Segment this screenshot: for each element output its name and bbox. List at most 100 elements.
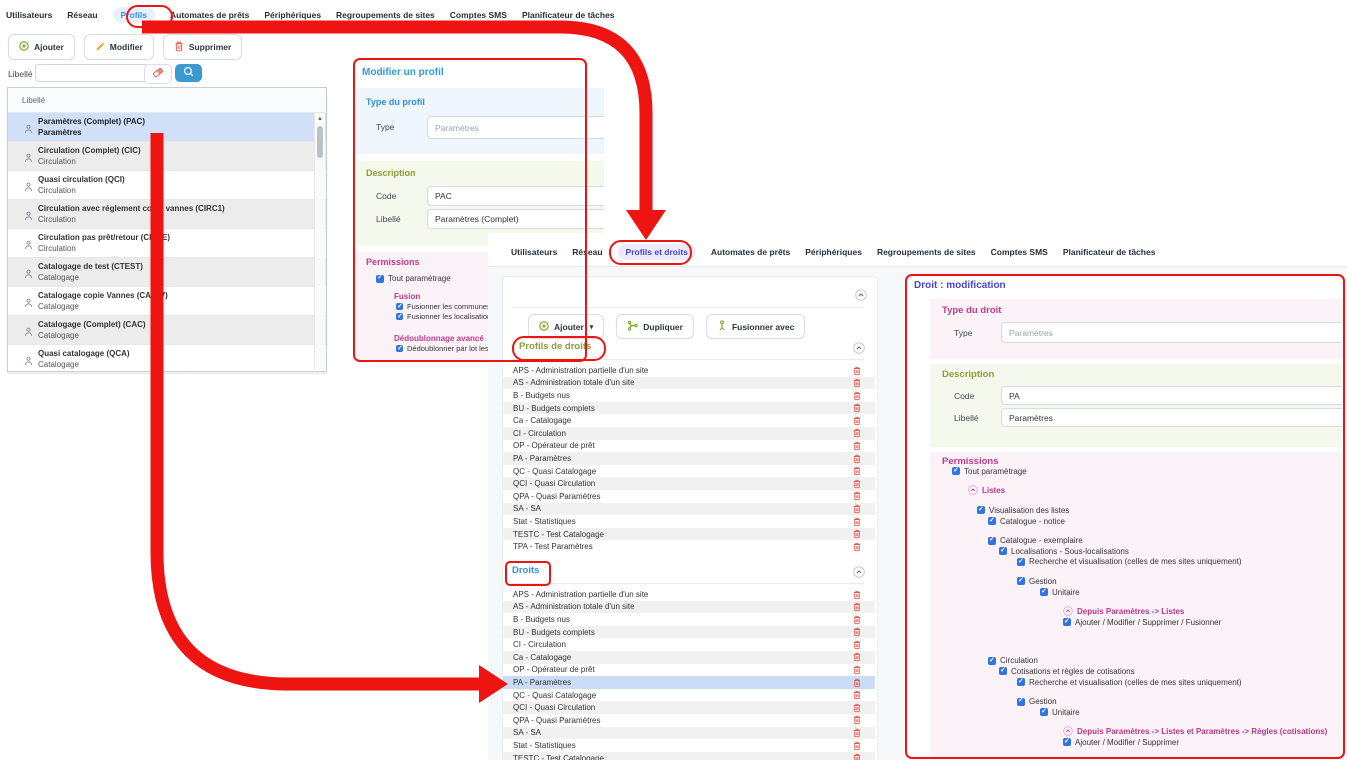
libelle-search-input[interactable] (35, 64, 149, 82)
code-input[interactable]: PA (1001, 386, 1342, 405)
checkbox-icon[interactable] (376, 273, 384, 283)
tab-comptes-sms[interactable]: Comptes SMS (449, 10, 507, 20)
scroll-up-icon[interactable]: ▲ (317, 115, 323, 122)
permission-checkbox-row[interactable]: Catalogue - notice (988, 516, 1342, 527)
droit-list-item[interactable]: Stat - Statistiques (503, 739, 875, 752)
permission-checkbox-row[interactable]: Localisations - Sous-localisations (999, 546, 1342, 557)
tab-peripheriques[interactable]: Périphériques (264, 10, 322, 20)
supprimer-button[interactable]: Supprimer (162, 34, 243, 60)
droit-list-item[interactable]: QC - Quasi Catalogage (503, 465, 875, 478)
tab-profils[interactable]: Profils (112, 7, 155, 23)
droit-list-item[interactable]: QPA - Quasi Paramètres (503, 714, 875, 727)
trash-icon[interactable] (853, 753, 861, 760)
permission-checkbox-row[interactable]: Catalogue - exemplaire (988, 535, 1342, 546)
droit-list-item[interactable]: QCI - Quasi Circulation (503, 477, 875, 490)
trash-icon[interactable] (853, 491, 861, 503)
dupliquer-button[interactable]: Dupliquer (616, 314, 694, 339)
permission-checkbox-row[interactable]: Gestion (1017, 696, 1342, 707)
permission-checkbox-row[interactable]: Cotisations et règles de cotisations (999, 666, 1342, 677)
checkbox-icon[interactable] (1040, 587, 1048, 597)
collapse-chevron-icon[interactable] (855, 288, 867, 301)
checkbox-icon[interactable] (999, 666, 1007, 676)
droit-list-item[interactable]: AS - Administration totale d'un site (503, 376, 875, 390)
trash-icon[interactable] (853, 627, 861, 639)
permission-group-toggle[interactable]: Depuis Paramètres -> Listes et Paramètre… (1063, 726, 1342, 738)
permission-group-toggle[interactable]: Depuis Paramètres -> Listes (1063, 605, 1342, 617)
trash-icon[interactable] (853, 378, 861, 390)
tab-comptes-sms[interactable]: Comptes SMS (990, 247, 1048, 257)
profile-list-item[interactable]: Catalogage copie Vannes (CATAV) Catalogag… (8, 287, 326, 316)
trash-icon[interactable] (853, 479, 861, 491)
droit-list-item[interactable]: Stat - Statistiques (503, 515, 875, 528)
checkbox-icon[interactable] (1063, 737, 1071, 747)
libelle-input[interactable]: Paramètres (Complet) (427, 209, 604, 229)
trash-icon[interactable] (853, 652, 861, 664)
droit-list-item[interactable]: TPA - Test Paramètres (503, 540, 875, 553)
droit-list-item[interactable]: SA - SA (503, 502, 875, 516)
checkbox-icon[interactable] (396, 302, 403, 310)
trash-icon[interactable] (853, 690, 861, 702)
chevron-up-circle-icon[interactable] (968, 485, 978, 497)
profile-list-item[interactable]: Catalogage (Complet) (CAC) Catalogage (8, 316, 326, 345)
checkbox-icon[interactable] (1017, 576, 1025, 586)
profile-list-item[interactable]: Catalogage de test (CTEST) Catalogage (8, 258, 326, 287)
checkbox-icon[interactable] (952, 466, 960, 476)
checkbox-icon[interactable] (396, 344, 403, 352)
search-button[interactable] (175, 64, 202, 82)
trash-icon[interactable] (853, 728, 861, 740)
permission-checkbox-row[interactable]: Visualisation des listes (977, 505, 1342, 516)
trash-icon[interactable] (853, 466, 861, 478)
trash-icon[interactable] (853, 366, 861, 378)
permission-checkbox-row[interactable]: Ajouter / Modifier / Supprimer (1063, 737, 1342, 748)
tab-peripheriques[interactable]: Périphériques (805, 247, 862, 257)
trash-icon[interactable] (853, 602, 861, 614)
permission-checkbox-row[interactable]: Ajouter / Modifier / Supprimer / Fusionn… (1063, 617, 1342, 628)
trash-icon[interactable] (853, 529, 861, 541)
profile-list-item[interactable]: Circulation avec réglement copie vannes … (8, 200, 326, 229)
droit-list-item[interactable]: SA - SA (503, 726, 875, 740)
tab-utilisateurs[interactable]: Utilisateurs (511, 247, 558, 257)
tab-profils-et-droits[interactable]: Profils et droits (617, 244, 696, 260)
checkbox-icon[interactable] (988, 535, 996, 545)
permission-checkbox-row[interactable]: Gestion (1017, 576, 1342, 587)
trash-icon[interactable] (853, 441, 861, 453)
droit-list-item[interactable]: AS - Administration totale d'un site (503, 600, 875, 614)
trash-icon[interactable] (853, 640, 861, 652)
profile-list-item[interactable]: Quasi catalogage (QCA) Catalogage (8, 345, 326, 374)
profile-list-item[interactable]: Quasi circulation (QCI) Circulation (8, 171, 326, 200)
droit-list-item[interactable]: Ca - Catalogage (503, 414, 875, 427)
checkbox-icon[interactable] (1040, 707, 1048, 717)
type-value-input[interactable]: Paramètres (427, 116, 604, 139)
droit-list-item[interactable]: APS - Administration partielle d'un site (503, 364, 875, 377)
trash-icon[interactable] (853, 542, 861, 554)
droit-list-item[interactable]: B - Budgets nus (503, 389, 875, 402)
trash-icon[interactable] (853, 454, 861, 466)
droit-list-item[interactable]: PA - Paramètres (503, 676, 875, 689)
trash-icon[interactable] (853, 391, 861, 403)
permission-checkbox-row[interactable]: Unitaire (1040, 587, 1342, 598)
droit-list-item[interactable]: OP - Opérateur de prêt (503, 664, 875, 677)
droit-list-item[interactable]: BU - Budgets complets (503, 625, 875, 639)
permission-checkbox-row[interactable]: Recherche et visualisation (celles de me… (1017, 557, 1342, 568)
permission-group-toggle[interactable]: Listes (968, 485, 1342, 497)
ajouter-button[interactable]: Ajouter (8, 34, 75, 60)
profile-list-item[interactable]: Circulation (Complet) (CIC) Circulation (8, 142, 326, 171)
droit-list-item[interactable]: QCI - Quasi Circulation (503, 701, 875, 714)
tout-parametrage-checkbox-row[interactable]: Tout paramètrage (376, 273, 451, 283)
checkbox-icon[interactable] (988, 656, 996, 665)
tab-reseau[interactable]: Réseau (67, 10, 98, 20)
permission-checkbox-row[interactable]: Circulation (988, 656, 1342, 667)
checkbox-icon[interactable] (1017, 677, 1025, 687)
trash-icon[interactable] (853, 678, 861, 690)
tab-planificateur-de-taches[interactable]: Planificateur de tâches (1062, 247, 1156, 257)
droit-list-item[interactable]: B - Budgets nus (503, 613, 875, 626)
tab-regroupements-de-sites[interactable]: Regroupements de sites (336, 10, 435, 20)
checkbox-icon[interactable] (1017, 557, 1025, 566)
clear-search-button[interactable] (144, 64, 172, 84)
tab-planificateur-de-taches[interactable]: Planificateur de tâches (521, 10, 615, 20)
checkbox-icon[interactable] (999, 546, 1007, 556)
trash-icon[interactable] (853, 590, 861, 602)
checkbox-icon[interactable] (988, 516, 996, 526)
trash-icon[interactable] (853, 741, 861, 753)
tab-automates-de-prets[interactable]: Automates de prêts (710, 247, 791, 257)
